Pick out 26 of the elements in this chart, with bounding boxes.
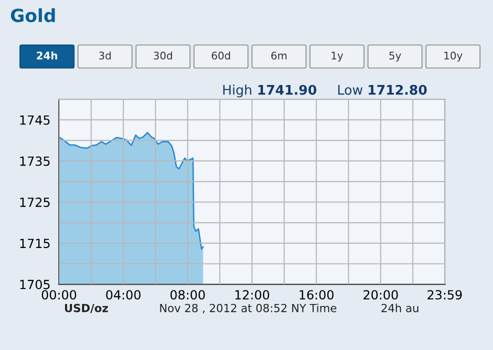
text: 10y [444, 52, 462, 62]
text: 3d [99, 51, 111, 60]
y-tick-label: 1735 [20, 156, 50, 166]
x-tick-label: 23:59 [428, 290, 462, 300]
text: 30d [154, 51, 172, 60]
x-tick-label: 04:00 [106, 290, 141, 300]
text: 6m [271, 52, 287, 60]
text: USD/oz [65, 304, 108, 314]
x-tick-label: 20:00 [364, 290, 398, 300]
text: 24h au [382, 304, 418, 312]
y-tick-label: 1705 [20, 280, 50, 290]
y-tick-label: 1725 [20, 198, 50, 208]
text: High 1741.90 [223, 84, 316, 98]
text: 24h [36, 51, 58, 60]
text: 1y [332, 52, 344, 62]
x-tick-label: 08:00 [170, 290, 205, 300]
chart-title: Gold [10, 8, 55, 22]
y-tick-label: 1715 [20, 238, 50, 248]
text: 5y [389, 52, 402, 62]
text: 60d [212, 51, 230, 60]
x-tick-label: 16:00 [300, 290, 334, 300]
text: Low 1712.80 [338, 84, 427, 95]
text: Nov 28 , 2012 at 08:52 NY Time [160, 304, 336, 314]
y-tick-label: 1745 [20, 115, 50, 125]
x-tick-label: 00:00 [42, 290, 76, 300]
x-tick-label: 12:00 [235, 290, 270, 300]
